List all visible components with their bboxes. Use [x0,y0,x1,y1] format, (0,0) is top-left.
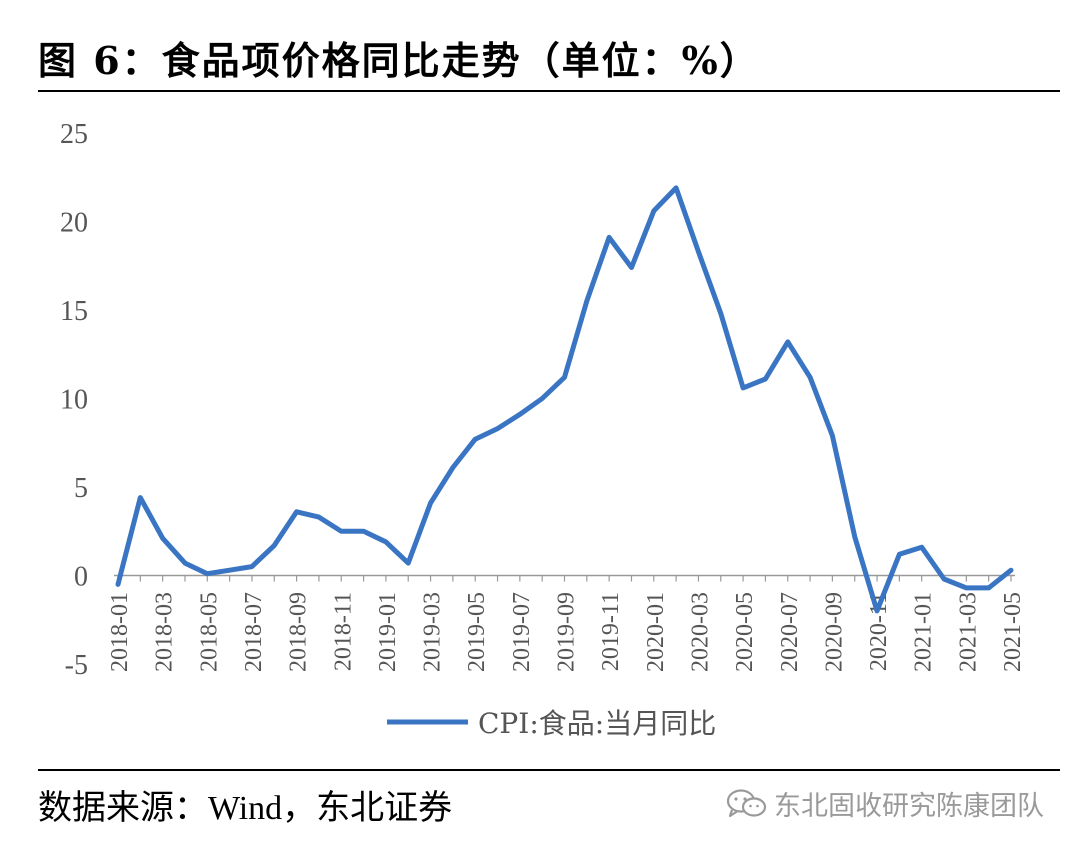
footer-divider [38,769,1060,771]
legend-label: CPI:食品:当月同比 [478,707,716,740]
x-tick-label: 2018-01 [107,592,133,672]
x-tick-label: 2020-03 [687,592,713,672]
x-tick-label: 2018-07 [241,592,267,672]
chart-legend: CPI:食品:当月同比 [387,707,716,740]
y-tick-label: 15 [60,296,88,327]
data-source: 数据来源：Wind，东北证券 [38,790,453,827]
x-tick-label: 2019-07 [509,592,535,672]
x-tick-label: 2019-11 [598,592,624,671]
x-tick-label: 2021-03 [955,592,981,672]
y-tick-label: 5 [74,473,88,504]
x-tick-label: 2020-01 [643,592,669,672]
y-tick-label: -5 [65,650,88,681]
x-tick-label: 2020-09 [821,592,847,672]
x-tick-label: 2019-03 [420,592,446,672]
x-tick-label: 2018-05 [196,592,222,672]
y-tick-label: 0 [74,562,88,593]
x-tick-label: 2020-07 [777,592,803,672]
x-tick-label: 2020-05 [732,592,758,672]
x-axis: 2018-01 2018-03 2018-05 2018-07 2018-09 2018-… [107,575,1026,672]
watermark-text: 东北固收研究陈康团队 [774,791,1044,822]
x-tick-label: 2019-05 [464,592,490,672]
x-tick-label: 2019-09 [554,592,580,672]
wechat-icon [726,788,767,817]
y-tick-label: 25 [60,119,88,150]
x-tick-label: 2019-01 [375,592,401,672]
y-axis: 25 20 15 10 5 0 -5 [60,119,88,681]
y-tick-label: 10 [60,385,88,416]
title-divider [38,90,1060,92]
x-tick-label: 2021-01 [911,592,937,672]
watermark: 东北固收研究陈康团队 [726,784,1044,823]
chart-title: 图 6：食品项价格同比走势（单位：%） [38,38,760,83]
x-tick-label: 2018-11 [330,592,356,671]
x-tick-label: 2018-09 [286,592,312,672]
x-tick-label: 2018-03 [152,592,178,672]
x-tick-label: 2021-05 [1000,592,1026,672]
series-line-cpi-food [115,185,1014,614]
y-tick-label: 20 [60,208,88,239]
